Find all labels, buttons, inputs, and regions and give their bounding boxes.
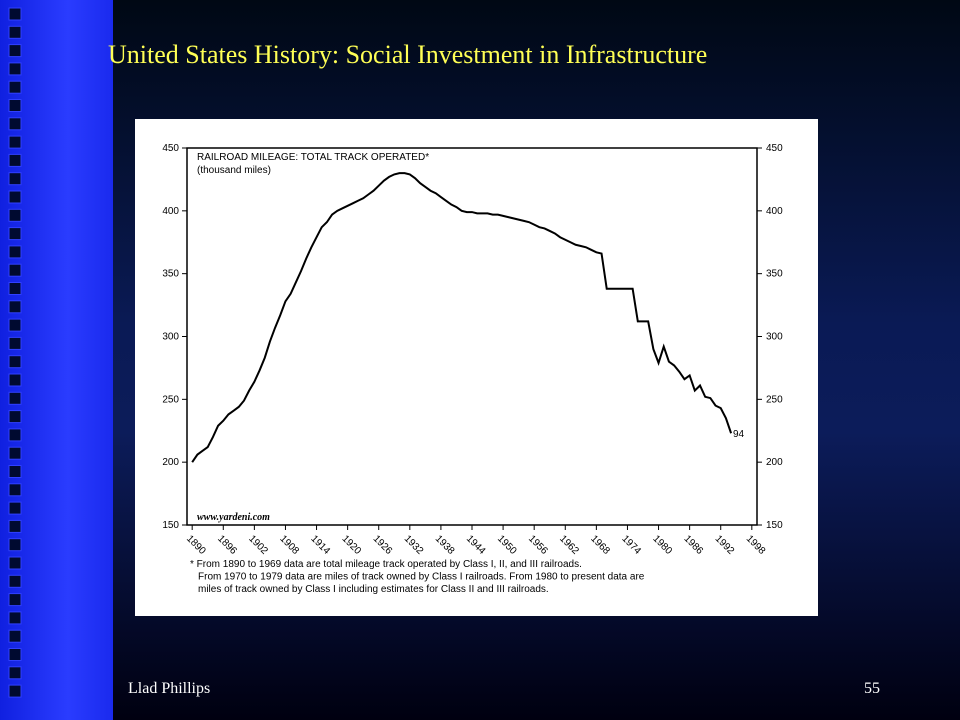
- y2-tick-label: 150: [766, 520, 783, 531]
- decor-square: [8, 300, 22, 314]
- y-tick-label: 350: [162, 269, 179, 280]
- y2-tick-label: 250: [766, 394, 783, 405]
- decor-square: [8, 172, 22, 186]
- chart: RAILROAD MILEAGE: TOTAL TRACK OPERATED* …: [135, 119, 818, 616]
- annotation: 94: [733, 429, 745, 440]
- decor-square: [8, 446, 22, 460]
- y2-tick-label: 200: [766, 457, 783, 468]
- page-number: 55: [864, 680, 880, 697]
- y-tick-label: 300: [162, 332, 179, 343]
- y-tick-label: 250: [162, 394, 179, 405]
- decor-square: [8, 25, 22, 39]
- decor-square: [8, 556, 22, 570]
- source: www.yardeni.com: [197, 512, 270, 523]
- decor-square: [8, 62, 22, 76]
- decor-square: [8, 355, 22, 369]
- decor-square: [8, 465, 22, 478]
- y2-tick-label: 400: [766, 206, 783, 217]
- decor-square: [8, 208, 22, 222]
- decor: [8, 7, 22, 698]
- slide-title: United States History: Social Investment…: [108, 40, 708, 69]
- decor-square: [8, 245, 22, 259]
- decor-square: [8, 153, 22, 167]
- y-tick-label: 450: [162, 143, 179, 154]
- y2-tick-label: 450: [766, 143, 783, 154]
- decor-square: [8, 263, 22, 277]
- footnote: * From 1890 to 1969 data are total milea…: [190, 559, 582, 570]
- decor-square: [8, 519, 22, 533]
- y2-tick-label: 300: [766, 332, 783, 343]
- decor-square: [8, 428, 22, 442]
- decor-square: [8, 117, 22, 131]
- y2-tick-label: 350: [766, 269, 783, 280]
- decor-square: [8, 7, 22, 21]
- line: [191, 172, 733, 463]
- chart-panel: [135, 119, 818, 616]
- decor-square: [8, 135, 22, 149]
- footer-left: Llad Phillips: [128, 680, 211, 697]
- decor-square: [8, 574, 22, 588]
- y-tick-label: 400: [162, 206, 179, 217]
- decor-square: [8, 282, 22, 295]
- chart-subtitle: (thousand miles): [197, 165, 271, 176]
- decor-square: [8, 593, 22, 607]
- decor-square: [8, 373, 22, 387]
- decor-square: [8, 666, 22, 680]
- decor-square: [8, 391, 22, 405]
- decor-square: [8, 501, 22, 515]
- left-bar: [0, 0, 113, 720]
- y-tick-label: 200: [162, 457, 179, 468]
- decor-square: [8, 410, 22, 424]
- decor-square: [8, 483, 22, 497]
- chart-title: RAILROAD MILEAGE: TOTAL TRACK OPERATED*: [197, 152, 429, 163]
- decor-square: [8, 336, 22, 350]
- decor-square: [8, 629, 22, 643]
- decor-square: [8, 227, 22, 241]
- decor-square: [8, 684, 22, 698]
- decor-square: [8, 648, 22, 661]
- y-tick-label: 150: [162, 520, 179, 531]
- decor-square: [8, 190, 22, 204]
- decor-square: [8, 99, 22, 112]
- decor-square: [8, 611, 22, 625]
- decor-square: [8, 538, 22, 552]
- footnote: From 1970 to 1979 data are miles of trac…: [198, 572, 645, 583]
- footnote: miles of track owned by Class I includin…: [198, 584, 549, 595]
- decor-square: [8, 318, 22, 332]
- decor-square: [8, 44, 22, 58]
- decor-square: [8, 80, 22, 94]
